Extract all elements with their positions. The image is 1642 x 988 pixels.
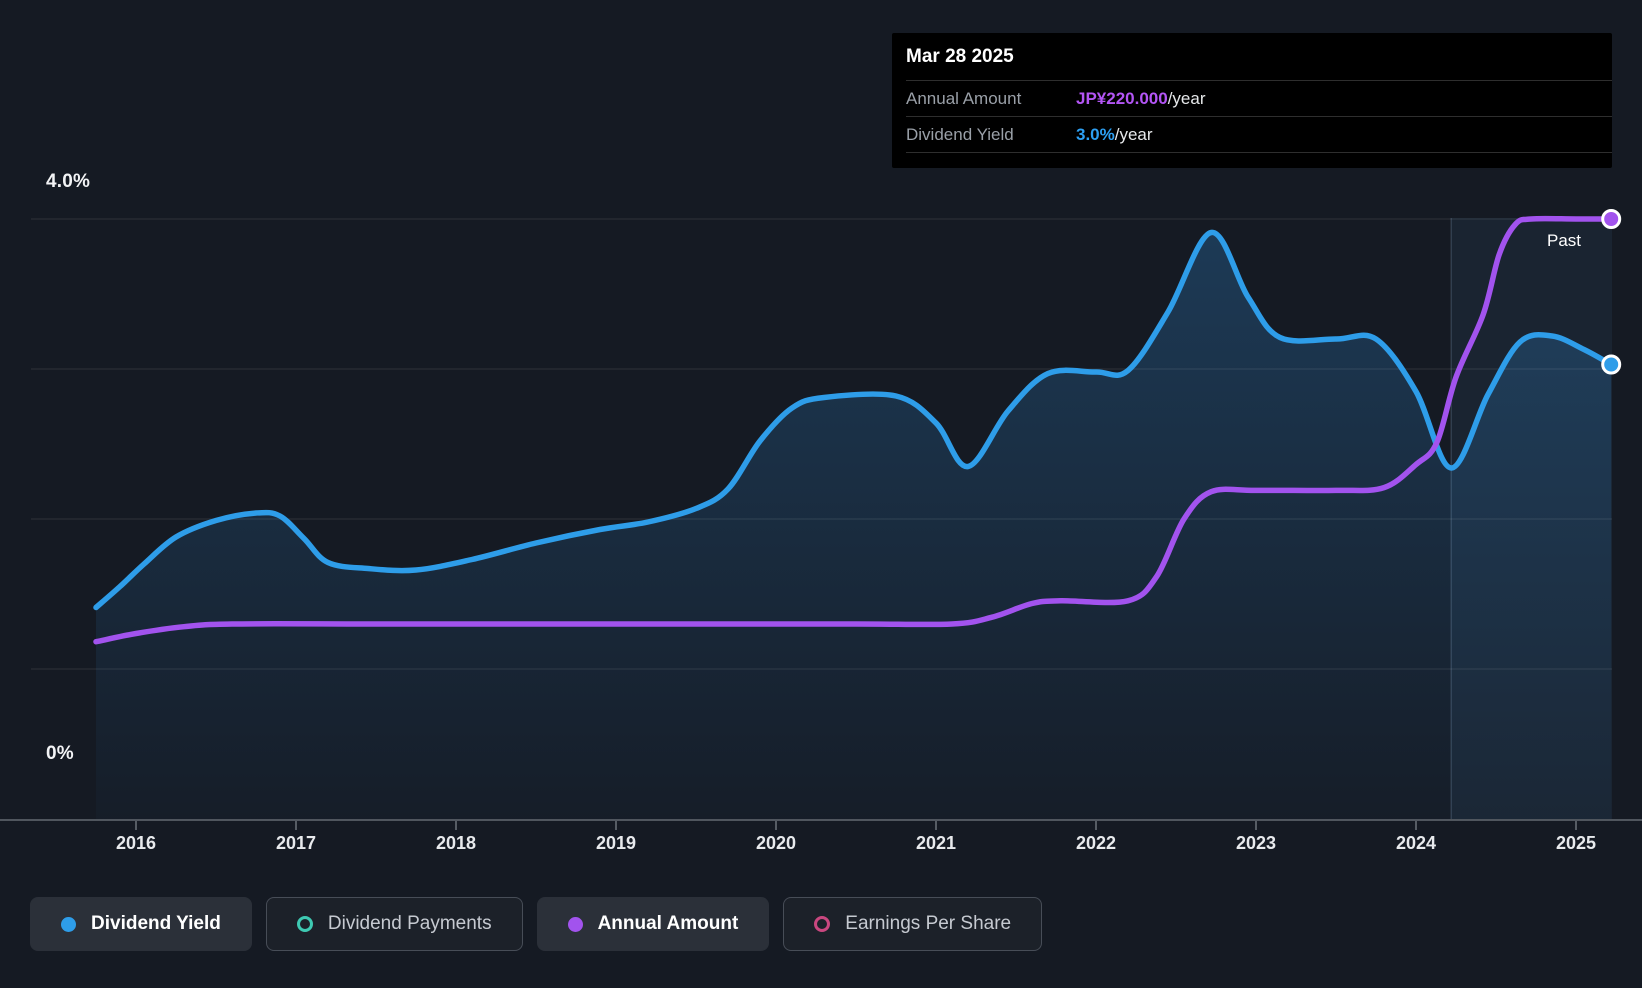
y-axis-label-bottom: 0% bbox=[46, 743, 74, 764]
series-line-dividend-yield bbox=[93, 229, 1614, 611]
legend-item-dividend-payments[interactable]: Dividend Payments bbox=[265, 897, 523, 951]
legend-item-earnings-per-share[interactable]: Earnings Per Share bbox=[783, 897, 1043, 951]
tooltip-row-annual-amount: Annual Amount JP¥220.000/year bbox=[906, 81, 1612, 117]
x-axis-label-2025: 2025 bbox=[1555, 833, 1597, 853]
x-axis-label-2020: 2020 bbox=[755, 833, 797, 853]
chart-tooltip: Mar 28 2025 Annual Amount JP¥220.000/yea… bbox=[892, 33, 1612, 168]
tooltip-row-dividend-yield: Dividend Yield 3.0%/year bbox=[906, 117, 1612, 153]
x-axis-label-2021: 2021 bbox=[915, 833, 957, 853]
dividend-history-chart[interactable] bbox=[0, 0, 1642, 845]
y-axis-label-top: 4.0% bbox=[46, 171, 91, 192]
legend-label: Annual Amount bbox=[597, 913, 739, 934]
dividend-payments-ring-icon bbox=[296, 916, 313, 932]
hover-marker-annual-amount bbox=[1601, 209, 1622, 229]
hover-marker-dividend-yield bbox=[1601, 354, 1622, 375]
tooltip-value: 3.0%/year bbox=[1076, 124, 1153, 144]
dividend-yield-dot-icon bbox=[61, 916, 76, 932]
x-axis-label-2023: 2023 bbox=[1235, 833, 1277, 853]
annual-amount-dot-icon bbox=[567, 916, 583, 932]
tooltip-date: Mar 28 2025 bbox=[906, 33, 1612, 81]
past-region-label: Past bbox=[1547, 231, 1582, 250]
chart-legend: Dividend Yield Dividend Payments Annual … bbox=[30, 897, 1043, 951]
series-line-annual-amount bbox=[93, 215, 1614, 645]
legend-label: Earnings Per Share bbox=[845, 913, 1012, 934]
x-axis: 2016 2017 2018 2019 2020 2021 2022 2023 2024 2025 bbox=[0, 833, 1642, 863]
legend-label: Dividend Yield bbox=[91, 913, 221, 934]
x-axis-label-2018: 2018 bbox=[435, 833, 477, 853]
tooltip-value: JP¥220.000/year bbox=[1076, 88, 1206, 108]
x-axis-label-2024: 2024 bbox=[1395, 833, 1437, 853]
dividend-yield-area bbox=[96, 232, 1612, 819]
x-axis-label-2022: 2022 bbox=[1075, 833, 1117, 853]
x-axis-label-2016: 2016 bbox=[115, 833, 157, 853]
legend-item-annual-amount[interactable]: Annual Amount bbox=[536, 897, 770, 951]
earnings-per-share-ring-icon bbox=[814, 916, 831, 932]
tooltip-label: Dividend Yield bbox=[906, 124, 1014, 144]
x-axis-label-2019: 2019 bbox=[595, 833, 637, 853]
x-axis-label-2017: 2017 bbox=[275, 833, 317, 853]
legend-item-dividend-yield[interactable]: Dividend Yield bbox=[30, 897, 252, 951]
tooltip-label: Annual Amount bbox=[906, 88, 1022, 108]
legend-label: Dividend Payments bbox=[327, 913, 492, 934]
